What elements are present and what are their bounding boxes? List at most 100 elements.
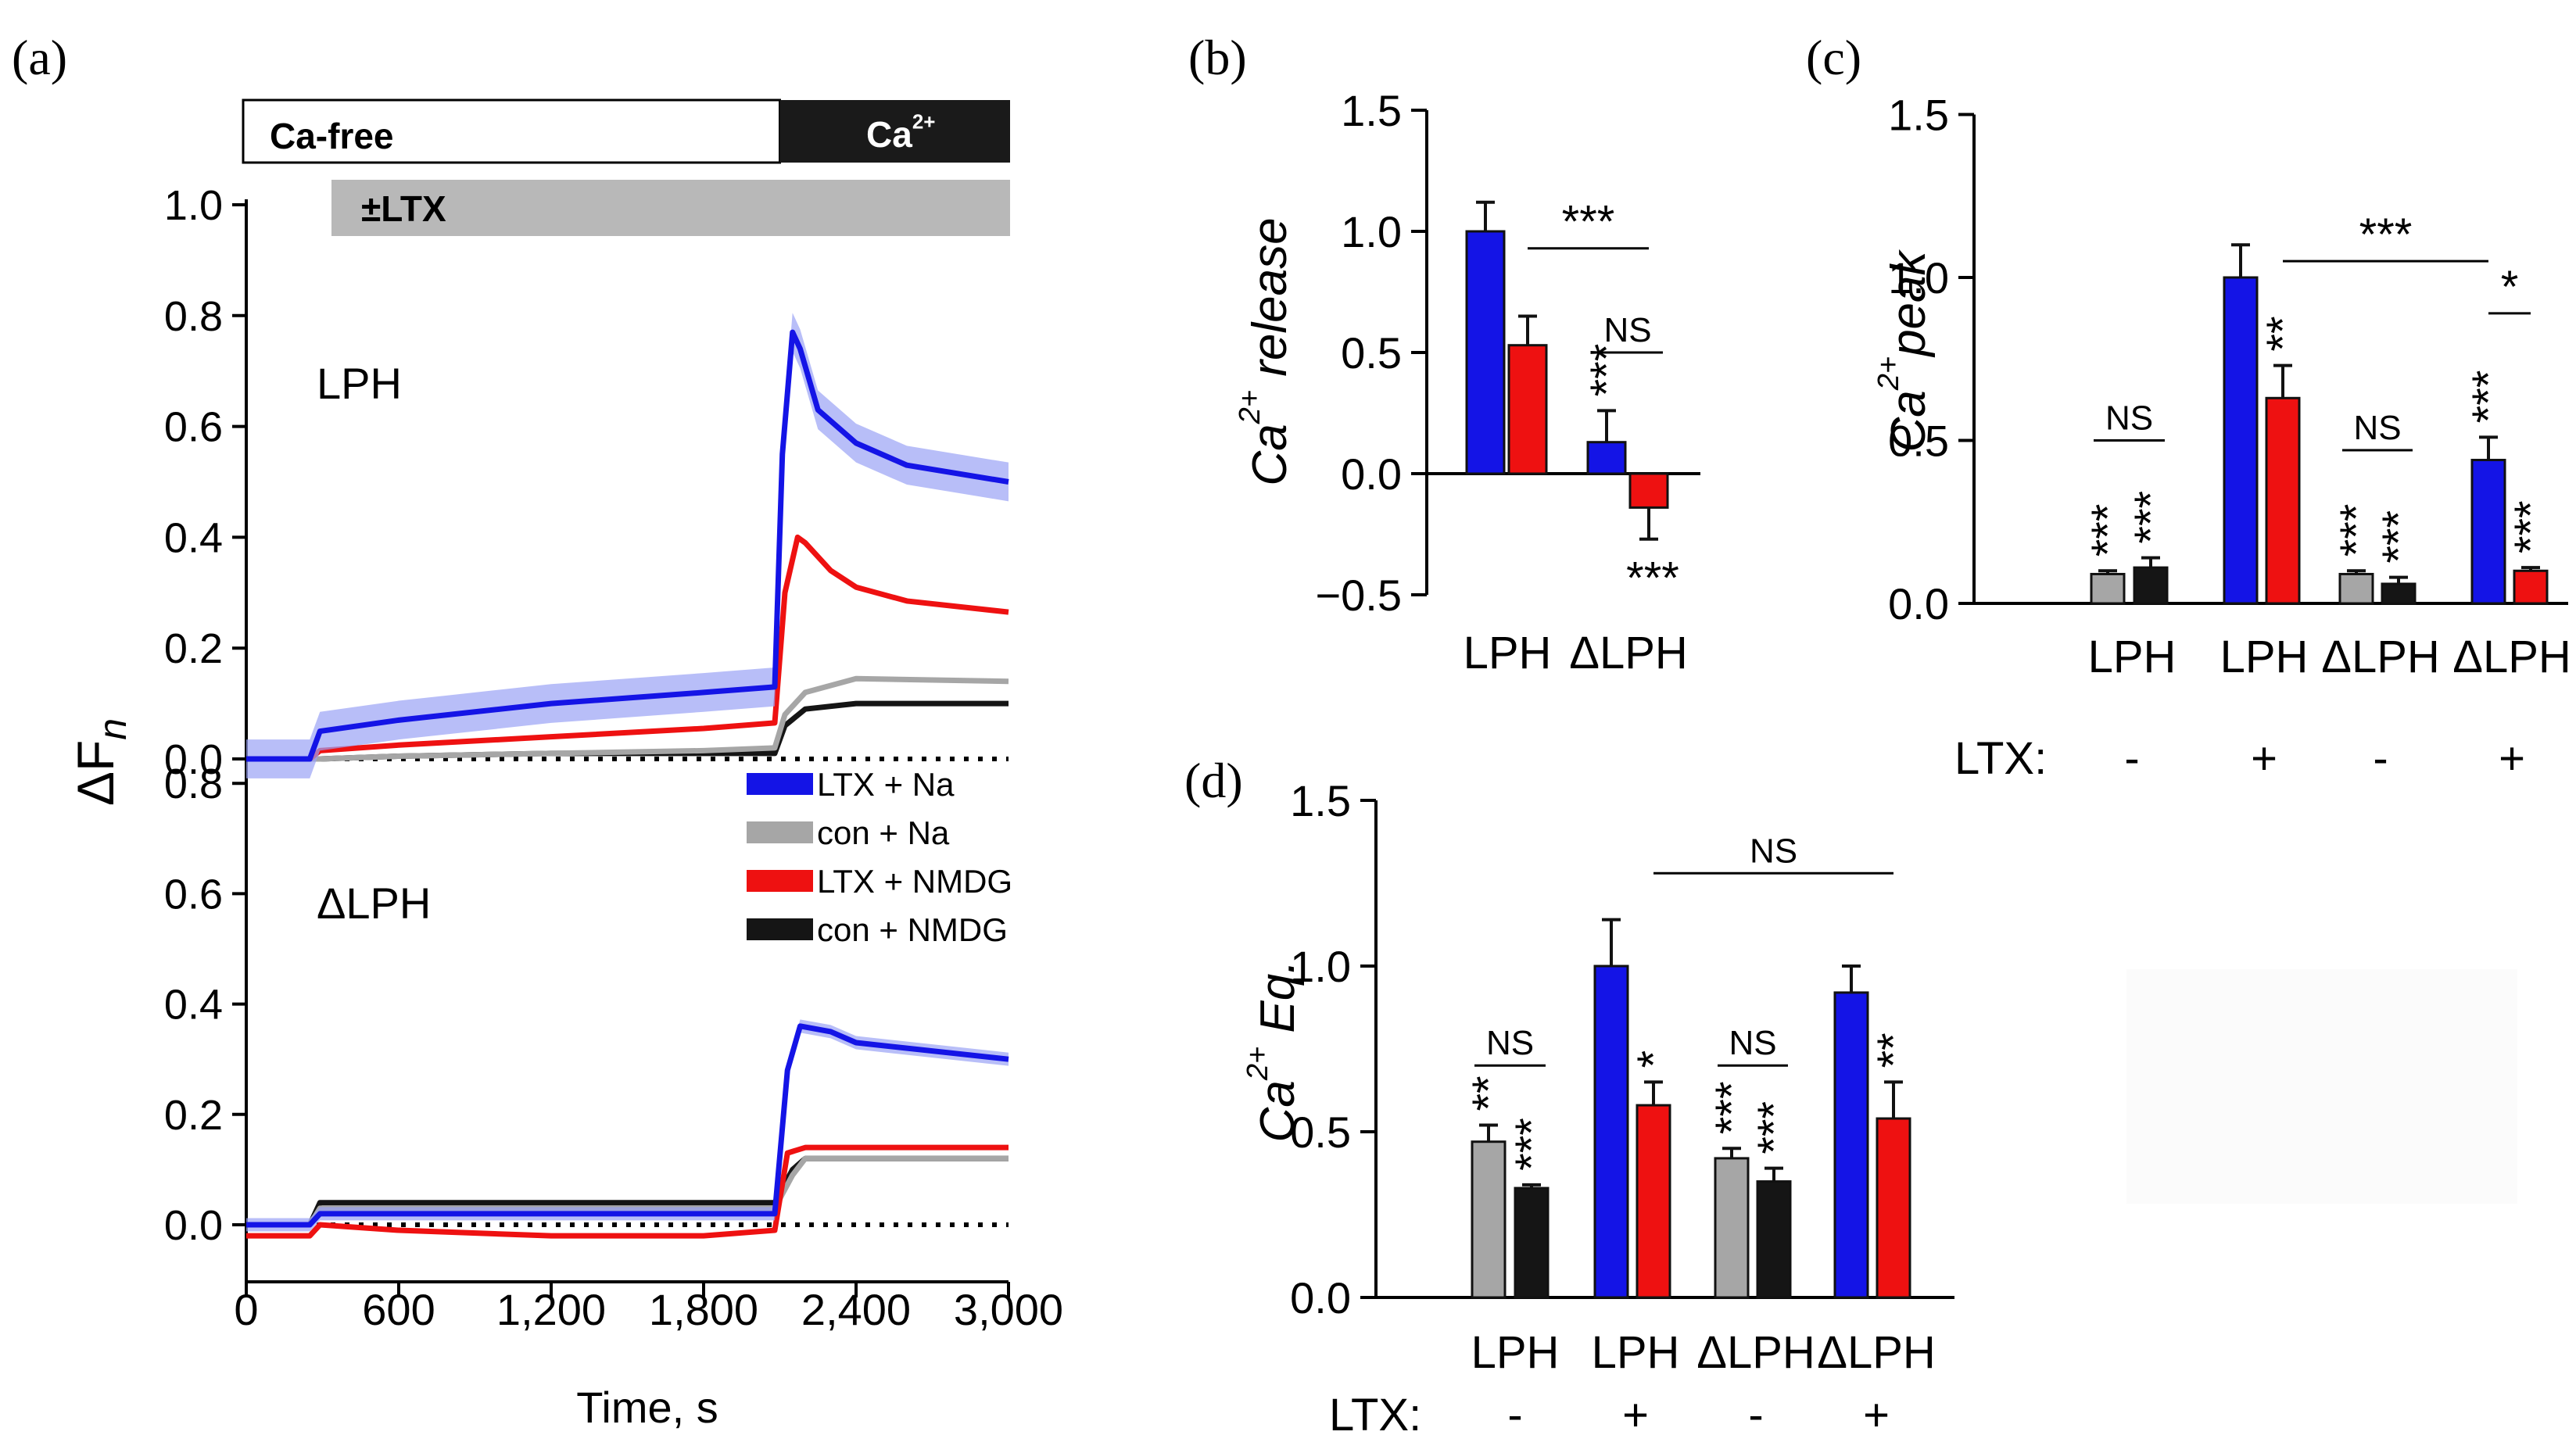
ltx-bar — [331, 180, 1010, 236]
subplot-title: LPH — [317, 359, 402, 408]
significance-mark: * — [1628, 1050, 1679, 1068]
legend-label: con + NMDG — [817, 911, 1008, 948]
significance-mark: *** — [1749, 1101, 1800, 1154]
y-axis-label-rest: Eq. — [1251, 961, 1305, 1047]
legend-label: LTX + Na — [817, 766, 955, 803]
ltx-sign: - — [2124, 733, 2139, 784]
comparison-label: *** — [2359, 209, 2413, 260]
x-tick-label: 2,400 — [801, 1285, 911, 1334]
y-tick-label: 0.6 — [164, 871, 223, 918]
legend-swatch — [747, 870, 813, 892]
comparison-label: * — [2501, 262, 2519, 313]
significance-mark: ** — [1464, 1075, 1514, 1111]
series-line — [246, 1144, 1009, 1239]
ltx-row-label: LTX: — [1954, 733, 2047, 784]
y-axis-label: Ca2+ Eq. — [1241, 961, 1305, 1143]
comparison-label: NS — [2353, 409, 2401, 447]
legend-swatch — [747, 773, 813, 795]
bar — [2133, 566, 2169, 605]
y-tick-label: 1.5 — [1341, 86, 1402, 135]
bar — [2338, 572, 2374, 605]
error-band — [246, 313, 1009, 778]
category-label: LPH — [1464, 628, 1552, 678]
ca-label-base: Ca — [866, 114, 912, 155]
significance-mark: *** — [2463, 370, 2514, 424]
significance-mark: *** — [2083, 504, 2134, 557]
panel-label: (b) — [1188, 30, 1247, 85]
comparison-label: NS — [1729, 1024, 1776, 1062]
category-label: LPH — [1592, 1327, 1680, 1378]
bar — [1507, 344, 1548, 475]
panel-c-ca-peak-bar-chart: (c)0.00.51.01.5Ca2+peak*****************… — [1806, 30, 2571, 784]
y-tick-label: 0.5 — [1290, 1108, 1351, 1157]
bar — [2381, 582, 2417, 605]
significance-mark: *** — [2506, 500, 2556, 553]
faint-placeholder-box — [2126, 969, 2517, 1204]
y-tick-label: 0.2 — [164, 1092, 223, 1139]
legend-swatch — [747, 821, 813, 843]
ltx-sign: - — [1507, 1390, 1522, 1440]
y-axis-label: Ca2+ release — [1234, 217, 1297, 485]
y-tick-label: 0.2 — [164, 625, 223, 672]
y-tick-label: 0.4 — [164, 982, 223, 1029]
bar — [2223, 276, 2259, 605]
y-axis-label-rest: peak — [1882, 249, 1936, 357]
bar — [1593, 964, 1629, 1299]
legend-label: con + Na — [817, 814, 950, 851]
y-axis-label-base: Ca — [1882, 390, 1936, 452]
bar — [1876, 1117, 1911, 1299]
y-tick-label: 1.5 — [1290, 776, 1351, 825]
y-tick-label: 1.0 — [164, 182, 223, 229]
significance-mark: *** — [1707, 1081, 1757, 1134]
category-label: ΔLPH — [2321, 632, 2440, 682]
significance-mark: ** — [2258, 316, 2309, 351]
ca-free-bar — [242, 98, 781, 164]
y-tick-label: 0.0 — [1341, 449, 1402, 499]
y-tick-label: 0.0 — [1888, 579, 1949, 628]
comparison-label: NS — [1603, 311, 1651, 349]
x-tick-label: 600 — [362, 1285, 435, 1334]
ca-bar — [779, 100, 1010, 163]
x-tick-label: 1,800 — [649, 1285, 758, 1334]
y-tick-label: 0.8 — [164, 760, 223, 807]
y-tick-label: 1.0 — [1888, 253, 1949, 302]
panel-a-time-course: (a) Ca-free Ca2+ ±LTX 0 600 1,200 1,800 2,400 3,0… — [12, 30, 1063, 1432]
category-label: ΔLPH — [2452, 632, 2571, 682]
category-label: LPH — [2220, 632, 2309, 682]
category-label: LPH — [1471, 1327, 1560, 1378]
legend-swatch — [747, 918, 813, 940]
ltx-sign: + — [2251, 733, 2277, 784]
bar — [1833, 991, 1869, 1299]
bar — [1465, 230, 1506, 475]
y-tick-label: 1.5 — [1888, 91, 1949, 140]
comparison-label: *** — [1562, 197, 1615, 248]
x-tick-label: 1,200 — [496, 1285, 606, 1334]
ltx-row-label: LTX: — [1329, 1390, 1421, 1440]
bar — [1586, 441, 1627, 475]
y-tick-label: 1.0 — [1341, 207, 1402, 256]
panel-label: (c) — [1806, 30, 1861, 85]
y-axis-label: ΔFn — [66, 718, 134, 806]
y-axis-label: Ca2+peak — [1872, 249, 1936, 452]
bar — [1471, 1140, 1507, 1299]
ltx-sign: + — [1863, 1390, 1890, 1440]
ltx-sign: + — [2499, 733, 2525, 784]
subplot-title: ΔLPH — [317, 879, 431, 928]
category-label: ΔLPH — [1696, 1327, 1815, 1378]
comparison-label: NS — [1750, 832, 1797, 870]
significance-mark: *** — [2331, 504, 2382, 557]
y-tick-label: 0.6 — [164, 404, 223, 451]
ca-label: Ca2+ — [866, 110, 935, 155]
bar — [2090, 572, 2126, 605]
comparison-label: NS — [2105, 399, 2153, 438]
y-tick-label: 0.0 — [1290, 1273, 1351, 1322]
category-label: LPH — [2088, 632, 2177, 682]
y-tick-label: −0.5 — [1315, 571, 1402, 620]
significance-mark: *** — [1507, 1118, 1557, 1171]
ca-free-label: Ca-free — [270, 116, 394, 156]
category-label: ΔLPH — [1569, 628, 1688, 678]
y-tick-label: 0.5 — [1341, 328, 1402, 378]
significance-mark: ** — [1868, 1032, 1919, 1068]
